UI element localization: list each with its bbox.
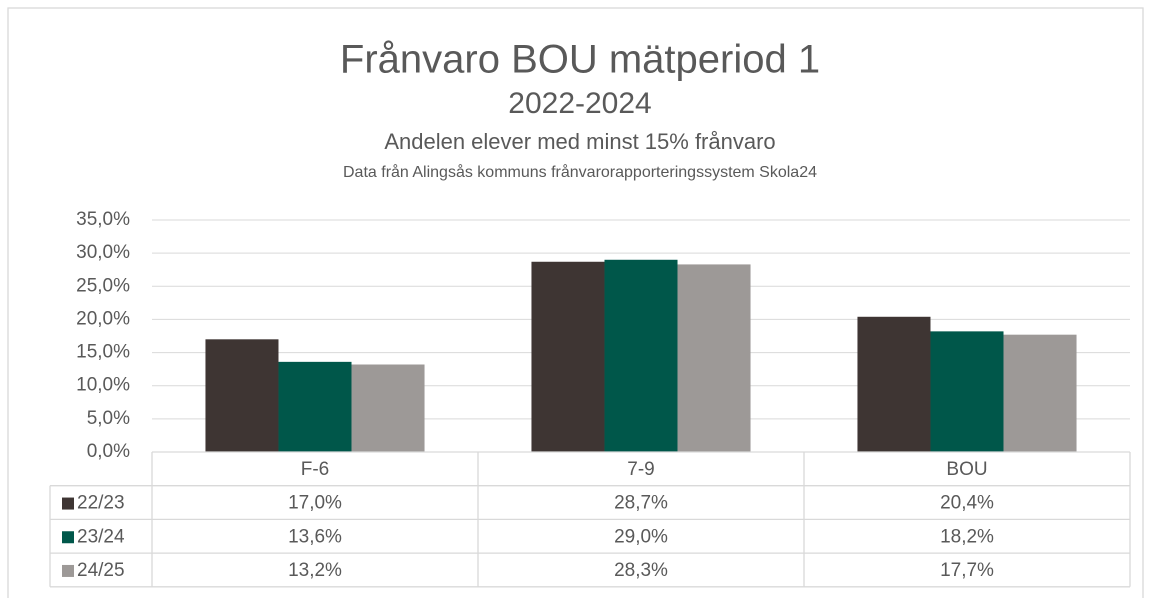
y-tick-label: 30,0% bbox=[76, 242, 130, 263]
bar bbox=[351, 364, 425, 452]
chart-title: Frånvaro BOU mätperiod 1 bbox=[340, 38, 820, 82]
bar bbox=[531, 261, 605, 452]
data-label: 20,4% bbox=[940, 493, 994, 514]
chart-source: Data från Alingsås kommuns frånvarorappo… bbox=[343, 163, 817, 181]
x-tick-label: F-6 bbox=[301, 459, 330, 480]
y-tick-label: 0,0% bbox=[87, 441, 130, 462]
bar bbox=[205, 339, 279, 452]
data-label: 29,0% bbox=[614, 526, 668, 547]
x-tick-label: 7-9 bbox=[627, 459, 654, 480]
chart-subtitle: 2022-2024 bbox=[508, 87, 651, 120]
bar bbox=[857, 316, 931, 452]
data-label: 18,2% bbox=[940, 526, 994, 547]
data-label: 17,7% bbox=[940, 560, 994, 581]
data-label: 28,7% bbox=[614, 493, 668, 514]
data-label: 28,3% bbox=[614, 560, 668, 581]
legend-label: 22/23 bbox=[77, 493, 125, 514]
data-label: 17,0% bbox=[288, 493, 342, 514]
bar bbox=[1003, 334, 1077, 452]
y-tick-label: 35,0% bbox=[76, 209, 130, 230]
chart-border bbox=[7, 7, 1144, 598]
legend-swatch bbox=[62, 497, 74, 510]
y-tick-label: 15,0% bbox=[76, 342, 130, 363]
bar bbox=[677, 264, 751, 452]
x-tick-label: BOU bbox=[946, 459, 987, 480]
y-tick-label: 20,0% bbox=[76, 308, 130, 329]
data-label: 13,6% bbox=[288, 526, 342, 547]
legend-label: 23/24 bbox=[77, 526, 125, 547]
bar bbox=[604, 259, 678, 452]
legend-swatch bbox=[62, 564, 74, 577]
bar bbox=[930, 331, 1004, 452]
y-tick-label: 25,0% bbox=[76, 275, 130, 296]
data-label: 13,2% bbox=[288, 560, 342, 581]
y-tick-label: 10,0% bbox=[76, 375, 130, 396]
chart-description: Andelen elever med minst 15% frånvaro bbox=[384, 129, 775, 154]
bar bbox=[278, 361, 352, 452]
y-tick-label: 5,0% bbox=[87, 408, 130, 429]
legend-label: 24/25 bbox=[77, 560, 125, 581]
legend-swatch bbox=[62, 531, 74, 544]
